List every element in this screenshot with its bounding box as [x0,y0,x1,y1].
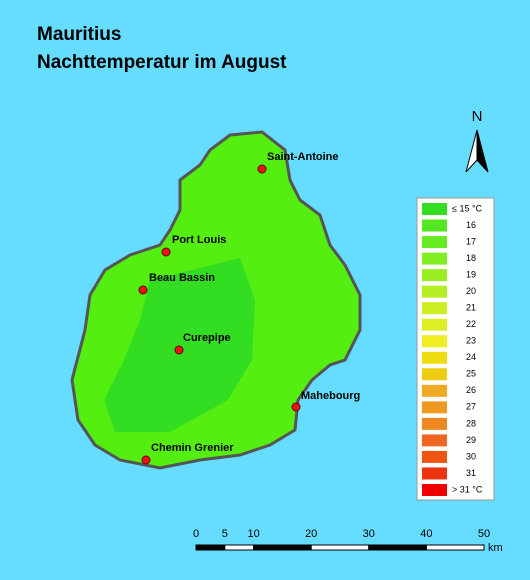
city-label: Saint-Antoine [267,151,339,163]
city-dot [161,247,171,257]
legend: ≤ 15 °C 16 17 18 19 20 21 22 23 24 25 26 27 28 29 30 31 >… [422,203,483,496]
scale-segment [253,544,312,551]
legend-swatch [422,467,447,480]
legend-label: 30 [466,451,476,461]
legend-swatch [422,219,447,232]
city-label: Mahebourg [301,390,360,402]
scale-bar: 0 5 10 20 30 40 50 km [193,528,503,554]
city-label: Curepipe [183,332,231,344]
legend-label: > 31 °C [452,484,483,494]
legend-swatch [422,302,447,315]
legend-box [416,197,495,501]
north-arrow: N [465,108,489,173]
title: Mauritius [37,24,121,45]
legend-label: 23 [466,336,476,346]
city-dot [138,285,148,295]
scale-label: 20 [305,528,317,540]
scale-label: 30 [363,528,375,540]
legend-swatch [422,269,447,282]
legend-label: 25 [466,369,476,379]
legend-swatch [422,236,447,249]
legend-swatch [422,417,447,430]
legend-label: 21 [466,303,476,313]
legend-swatch [422,318,447,331]
scale-label: 5 [222,528,228,540]
legend-label: 17 [466,236,476,246]
legend-swatch [422,484,447,496]
city-dot [174,345,184,355]
scale-label: 10 [247,528,259,540]
subtitle: Nachttemperatur im August [37,52,287,73]
legend-swatch [422,285,447,298]
legend-label: 19 [466,269,476,279]
scale-unit: km [488,542,503,554]
legend-swatch [422,401,447,414]
legend-swatch [422,434,447,447]
legend-label: 24 [466,352,476,362]
legend-swatch [422,368,447,381]
legend-label: 20 [466,286,476,296]
city-label: Beau Bassin [149,272,215,284]
legend-label: 29 [466,435,476,445]
legend-label: 18 [466,253,476,263]
legend-label: 28 [466,418,476,428]
scale-label: 40 [420,528,432,540]
scale-segment [425,544,485,551]
legend-label: 31 [466,468,476,478]
legend-label: 27 [466,402,476,412]
scale-label: 50 [478,528,490,540]
scale-segment [368,544,427,551]
scale-segment [195,544,226,551]
legend-label: 22 [466,319,476,329]
arrow-right [476,129,489,173]
legend-swatch [422,335,447,348]
city-dot [257,164,267,174]
legend-swatch [422,384,447,397]
legend-swatch [422,450,447,463]
scale-segment [310,544,370,551]
legend-swatch [422,351,447,364]
city-label: Port Louis [172,234,226,246]
legend-label: 16 [466,220,476,230]
north-label: N [472,108,483,125]
legend-label: ≤ 15 °C [452,203,483,213]
city-dot [291,402,301,412]
city-dot [141,455,151,465]
city-label: Chemin Grenier [151,442,234,454]
legend-swatch [422,252,447,265]
scale-segment [224,544,255,551]
legend-label: 26 [466,385,476,395]
legend-swatch [422,203,447,215]
scale-label: 0 [193,528,199,540]
highland [104,258,255,432]
cities: Saint-Antoine Port Louis Beau Bassin Cur… [138,151,360,465]
